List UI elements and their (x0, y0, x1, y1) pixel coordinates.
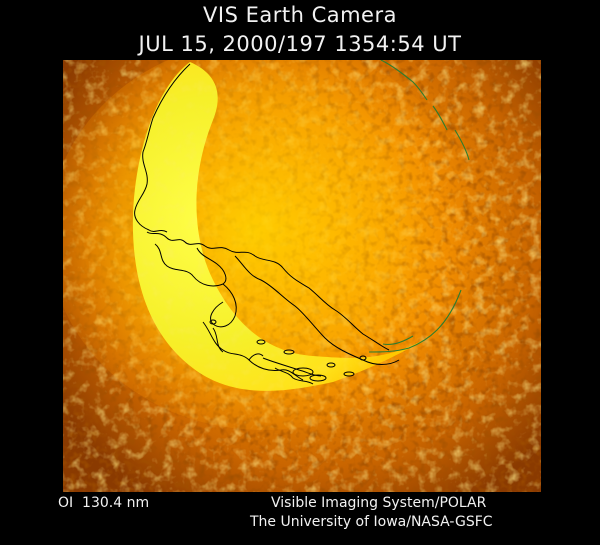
image-title: VIS Earth Camera (203, 3, 397, 27)
institution-label: The University of Iowa/NASA-GSFC (250, 514, 493, 530)
instrument-label: Visible Imaging System/POLAR (271, 495, 487, 511)
earth-image (63, 60, 541, 492)
filter-wavelength-label: OI 130.4 nm (58, 495, 150, 511)
nightside-outline (368, 60, 470, 353)
image-timestamp: JUL 15, 2000/197 1354:54 UT (138, 32, 462, 56)
coastline-overlay (134, 63, 400, 385)
